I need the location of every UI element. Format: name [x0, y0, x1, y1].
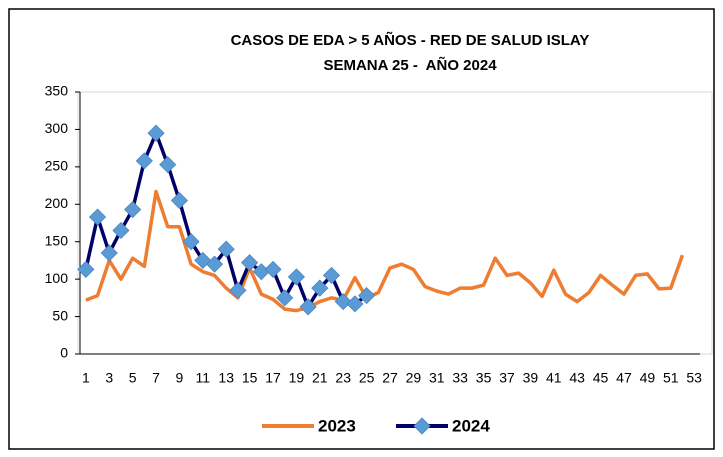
marker [346, 295, 364, 313]
marker [77, 260, 95, 278]
x-tick-label: 13 [218, 370, 234, 386]
x-tick-label: 47 [616, 370, 632, 386]
marker [241, 254, 259, 272]
marker [311, 279, 329, 297]
x-tick-label: 43 [569, 370, 585, 386]
x-tick-label: 21 [312, 370, 328, 386]
x-tick-label: 3 [105, 370, 113, 386]
marker [276, 289, 294, 307]
x-tick-label: 45 [593, 370, 609, 386]
marker [205, 255, 224, 273]
x-tick-label: 27 [382, 370, 398, 386]
marker [100, 244, 118, 262]
x-tick-label: 1 [82, 370, 90, 386]
marker [182, 233, 200, 251]
y-tick-label: 150 [45, 232, 69, 248]
y-tick-label: 350 [45, 83, 69, 99]
marker [217, 240, 235, 258]
marker [124, 200, 142, 219]
marker [322, 266, 341, 284]
marker [135, 152, 153, 170]
x-tick-label: 41 [546, 370, 562, 386]
legend-label: 2024 [452, 416, 490, 435]
x-tick-label: 25 [359, 370, 375, 386]
x-tick-label: 5 [129, 370, 137, 386]
series-line [85, 189, 685, 313]
x-tick-label: 19 [289, 370, 305, 386]
x-tick-label: 33 [452, 370, 468, 386]
x-tick-label: 9 [176, 370, 184, 386]
marker [170, 191, 188, 210]
x-tick-label: 15 [242, 370, 258, 386]
y-tick-label: 250 [45, 158, 69, 174]
marker [358, 287, 376, 305]
x-tick-label: 49 [640, 370, 656, 386]
legend-marker [413, 417, 431, 435]
marker [264, 260, 282, 278]
x-tick-label: 17 [265, 370, 281, 386]
x-tick-label: 31 [429, 370, 445, 386]
x-tick-label: 11 [196, 370, 211, 386]
x-tick-label: 39 [523, 370, 539, 386]
marker [147, 124, 165, 142]
marker [287, 268, 305, 286]
marker [334, 293, 352, 311]
x-tick-label: 35 [476, 370, 492, 386]
x-tick-label: 7 [152, 370, 160, 386]
y-tick-label: 200 [45, 195, 69, 211]
marker [299, 298, 317, 316]
x-tick-label: 37 [499, 370, 515, 386]
chart-title: CASOS DE EDA > 5 AÑOS - RED DE SALUD ISL… [231, 31, 590, 49]
x-tick-label: 51 [663, 370, 679, 386]
marker [229, 281, 247, 299]
x-tick-label: 23 [335, 370, 351, 386]
x-tick-label: 53 [686, 370, 702, 386]
marker [159, 156, 177, 174]
marker [112, 221, 130, 240]
chart-subtitle: SEMANA 25 - AÑO 2024 [323, 56, 497, 74]
y-tick-label: 300 [45, 120, 69, 136]
legend-label: 2023 [318, 416, 356, 435]
x-tick-label: 29 [406, 370, 422, 386]
marker [194, 251, 212, 269]
y-tick-label: 50 [52, 307, 68, 323]
y-tick-label: 0 [60, 345, 68, 361]
marker [88, 208, 107, 226]
y-tick-label: 100 [45, 270, 69, 286]
